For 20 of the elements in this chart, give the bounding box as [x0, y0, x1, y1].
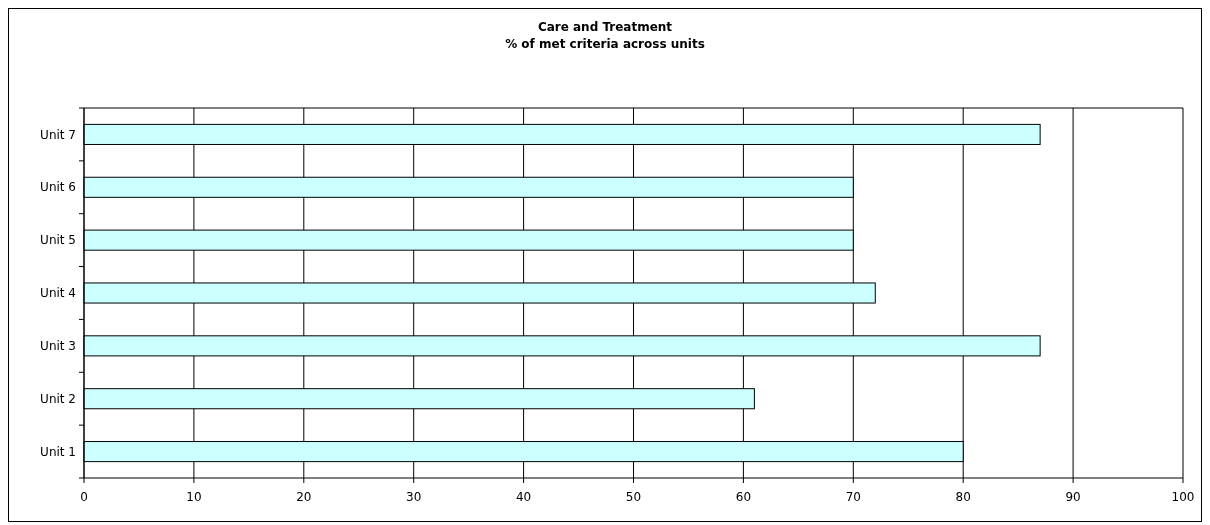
- chart-title: Care and Treatment: [537, 20, 673, 34]
- x-tick-label: 20: [296, 490, 312, 505]
- y-tick-label: Unit 3: [40, 339, 76, 354]
- x-tick-label: 80: [955, 490, 971, 505]
- x-tick-label: 60: [735, 490, 752, 505]
- x-tick-label: 50: [625, 490, 642, 505]
- y-tick-label: Unit 4: [40, 286, 76, 301]
- x-tick-label: 90: [1065, 490, 1081, 505]
- x-tick-label: 70: [845, 490, 861, 505]
- x-tick-label: 30: [406, 490, 422, 505]
- chart-subtitle: % of met criteria across units: [505, 37, 705, 51]
- x-tick-label: 0: [80, 490, 88, 505]
- y-tick-label: Unit 6: [40, 180, 76, 195]
- y-tick-label: Unit 5: [40, 233, 76, 248]
- x-tick-label: 40: [515, 490, 532, 505]
- y-tick-label: Unit 7: [40, 127, 76, 142]
- y-tick-label: Unit 1: [40, 444, 76, 459]
- x-tick-label: 100: [1171, 490, 1195, 505]
- x-tick-label: 10: [186, 490, 202, 505]
- y-tick-label: Unit 2: [40, 391, 76, 406]
